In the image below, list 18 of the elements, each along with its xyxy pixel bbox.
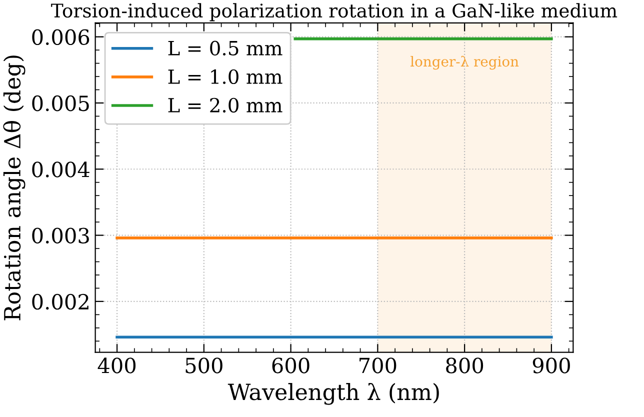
x-tick-label: 400 — [98, 358, 136, 374]
x-tick-label: 700 — [360, 358, 396, 374]
legend-label: L = 1.0 mm — [168, 69, 282, 84]
x-tick-label: 900 — [532, 358, 570, 374]
legend-label: L = 0.5 mm — [168, 40, 282, 56]
x-axis-title: Wavelength λ (nm) — [228, 382, 439, 405]
y-tick-label: 0.006 — [32, 29, 90, 46]
x-tick-label: 500 — [186, 358, 222, 374]
y-tick-label: 0.005 — [32, 95, 89, 112]
y-tick-label: 0.002 — [32, 294, 88, 310]
x-tick-label: 800 — [446, 358, 484, 374]
band-label: longer-λ region — [410, 56, 519, 70]
chart-title: Torsion-induced polarization rotation in a GaN-like medium — [51, 3, 618, 22]
x-tick-label: 600 — [272, 358, 310, 374]
y-tick-label: 0.004 — [32, 162, 90, 178]
legend-label: L = 2.0 mm — [168, 98, 282, 113]
y-axis-title: Rotation angle Δθ (deg) — [3, 56, 26, 320]
y-tick-label: 0.003 — [32, 228, 89, 244]
